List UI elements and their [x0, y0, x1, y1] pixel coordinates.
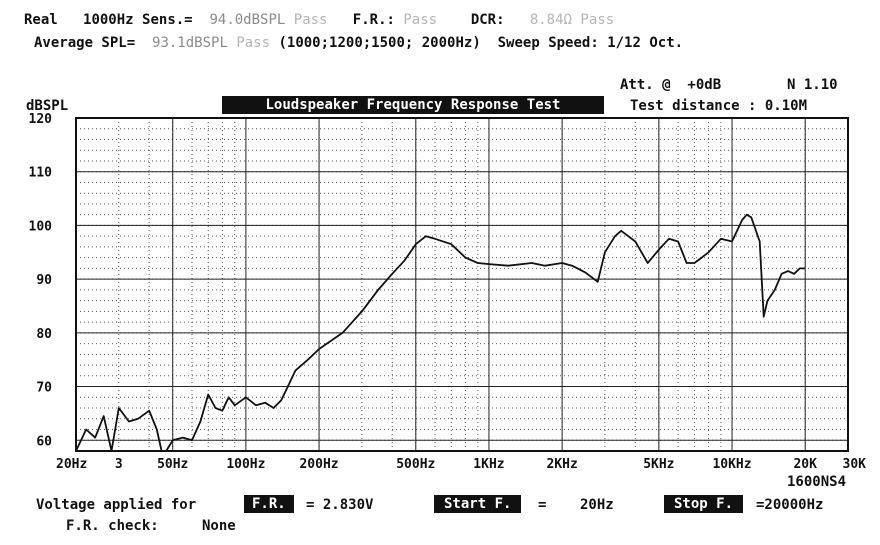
model-label: 1600NS4 [787, 474, 847, 490]
mode-label: Real [24, 12, 58, 28]
y-tick-label: 70 [36, 381, 52, 396]
dcr-value: 8.84Ω [529, 12, 572, 28]
dcr-status: Pass [580, 12, 615, 28]
x-tick-label: 30K [843, 457, 867, 472]
stop-frequency-value: =20000Hz [756, 497, 824, 513]
y-tick-label: 60 [36, 434, 52, 449]
stop-frequency-box: Stop F. [664, 495, 744, 513]
version-label: N 1.10 [787, 77, 838, 93]
sweep-speed: Sweep Speed: 1/12 Oct. [497, 35, 684, 51]
start-frequency-box: Start F. [434, 495, 522, 513]
start-frequency-equals: = [538, 497, 547, 513]
frequency-response-line [75, 213, 806, 452]
x-tick-label: 50Hz [157, 457, 188, 472]
y-tick-label: 100 [29, 219, 53, 234]
y-tick-label: 80 [36, 327, 52, 342]
x-tick-label: 1KHz [473, 457, 504, 472]
average-frequencies: (1000;1200;1500; 2000Hz) [278, 35, 481, 51]
start-frequency-value: 20Hz [580, 497, 614, 513]
fr-status: Pass [403, 12, 438, 28]
x-tick-label: 3 [115, 457, 123, 472]
header-line-1: Real 1000Hz Sens.= 94.0dBSPL Pass F.R.: … [24, 12, 614, 28]
voltage-value: = 2.830V [306, 497, 374, 513]
dcr-label: DCR: [470, 12, 505, 28]
x-tick-label: 500Hz [396, 457, 435, 472]
y-tick-label: 120 [29, 112, 53, 127]
fr-check-value: None [202, 518, 236, 534]
average-spl-status: Pass [236, 35, 271, 51]
x-tick-label: 5KHz [643, 457, 674, 472]
sens-status: Pass [293, 12, 328, 28]
attenuation-label: Att. @ +0dB [620, 77, 722, 93]
x-tick-label: 2KHz [546, 457, 577, 472]
y-tick-label: 110 [29, 166, 53, 181]
fr-check-label: F.R. check: [66, 518, 159, 534]
x-tick-label: 20K [793, 457, 817, 472]
frequency-label: 1000Hz [83, 12, 134, 28]
x-tick-label: 10KHz [712, 457, 751, 472]
x-tick-label: 20Hz [56, 457, 87, 472]
y-tick-label: 90 [36, 273, 52, 288]
fr-box: F.R. [244, 495, 294, 513]
header-line-2: Average SPL= 93.1dBSPL Pass (1000;1200;1… [34, 35, 683, 51]
sens-label: Sens.= [142, 12, 193, 28]
test-distance-label: Test distance : 0.10M [630, 98, 808, 114]
x-tick-label: 100Hz [226, 457, 265, 472]
chart-title: Loudspeaker Frequency Response Test [222, 96, 604, 114]
voltage-label: Voltage applied for [36, 497, 197, 513]
average-spl-value: 93.1dBSPL [152, 35, 228, 51]
plot-frame [75, 117, 849, 452]
y-axis-label: dBSPL [26, 98, 69, 114]
fr-label: F.R.: [352, 12, 395, 28]
x-tick-label: 200Hz [299, 457, 338, 472]
average-spl-label: Average SPL= [34, 35, 136, 51]
sens-value: 94.0dBSPL [209, 12, 286, 28]
